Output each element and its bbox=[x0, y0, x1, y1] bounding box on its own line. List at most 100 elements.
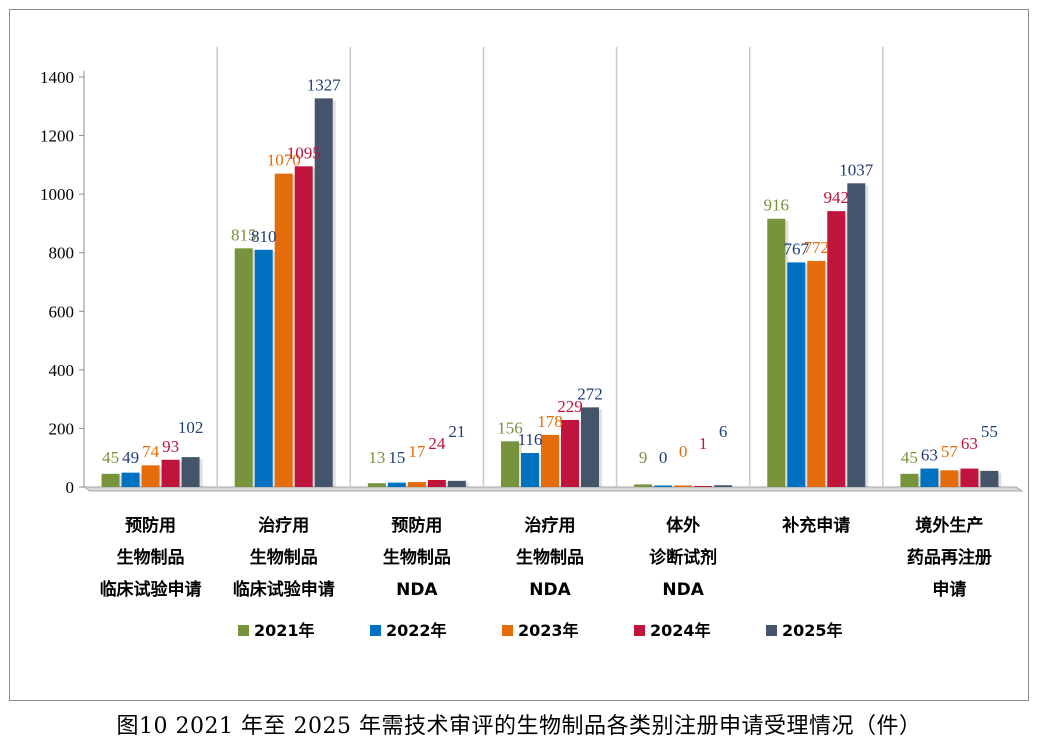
category-label: 补充申请 bbox=[781, 515, 850, 536]
bar-side-shade bbox=[918, 475, 922, 487]
y-tick-label: 200 bbox=[49, 419, 75, 438]
bar-side-shade bbox=[579, 421, 582, 487]
data-label: 116 bbox=[518, 430, 543, 449]
data-label: 93 bbox=[162, 437, 179, 456]
category-label: 预防用 bbox=[125, 515, 176, 536]
bar-side-shade bbox=[159, 467, 163, 487]
category-label: 体外 bbox=[666, 515, 700, 536]
category-label: 生物制品 bbox=[516, 547, 584, 568]
bar-2025年 bbox=[847, 183, 866, 488]
bar-2022年 bbox=[787, 262, 806, 487]
bar-2023年 bbox=[407, 482, 426, 487]
legend-swatch bbox=[370, 625, 381, 636]
bar-2025年 bbox=[714, 485, 733, 487]
chart-frame: 0 200 400 600 800 1000 1200 1400 45 49 74 93 102 815 8… bbox=[9, 9, 1029, 701]
data-label: 63 bbox=[921, 446, 938, 465]
legend-entry: 2022年 bbox=[386, 621, 447, 640]
data-label: 45 bbox=[901, 448, 918, 467]
bar-side-shade bbox=[805, 264, 809, 487]
category-label: NDA bbox=[396, 580, 438, 600]
bar-side-shade bbox=[652, 486, 656, 487]
category-label: 生物制品 bbox=[250, 547, 318, 568]
bar-side-shade bbox=[599, 409, 602, 487]
bar-2021年 bbox=[767, 218, 786, 487]
category-label: NDA bbox=[529, 580, 571, 600]
data-label: 1095 bbox=[287, 143, 321, 162]
legend-swatch bbox=[238, 625, 249, 636]
bar-2025年 bbox=[980, 470, 999, 487]
bar-2022年 bbox=[387, 482, 406, 487]
data-label: 17 bbox=[408, 442, 426, 461]
bar-side-shade bbox=[445, 481, 449, 487]
bar-2023年 bbox=[274, 173, 293, 487]
bar-2023年 bbox=[541, 434, 559, 487]
bar-side-shade bbox=[539, 455, 542, 487]
bar-2024年 bbox=[960, 468, 979, 487]
data-label: 1037 bbox=[839, 160, 874, 179]
data-label: 0 bbox=[659, 448, 668, 467]
bar-2022年 bbox=[920, 468, 939, 487]
category-label: 生物制品 bbox=[383, 547, 451, 568]
bar-side-shade bbox=[139, 474, 143, 487]
legend-swatch bbox=[766, 625, 777, 636]
category-label: 境外生产 bbox=[915, 515, 983, 536]
data-label: 49 bbox=[122, 448, 139, 467]
bar-2021年 bbox=[101, 473, 120, 487]
y-tick-label: 0 bbox=[66, 478, 75, 497]
data-label: 772 bbox=[804, 238, 830, 257]
bar-side-shade bbox=[865, 185, 869, 488]
bar-2025年 bbox=[447, 480, 466, 487]
bar-2024年 bbox=[427, 479, 446, 487]
bar-2023年 bbox=[940, 470, 959, 487]
category-label: 临床试验申请 bbox=[100, 579, 202, 600]
category-label: 治疗用 bbox=[525, 515, 576, 536]
category-label: 预防用 bbox=[391, 515, 442, 536]
bar-2022年 bbox=[654, 485, 673, 487]
bar-2023年 bbox=[141, 465, 160, 487]
data-label: 156 bbox=[497, 418, 523, 437]
legend-entry: 2021年 bbox=[254, 621, 315, 640]
y-tick-label: 1400 bbox=[40, 68, 74, 87]
legend-swatch bbox=[634, 625, 645, 636]
bar-2021年 bbox=[367, 483, 386, 487]
bar-side-shade bbox=[559, 436, 562, 487]
figure-caption: 图10 2021 年至 2025 年需技术审评的生物制品各类别注册申请受理情况（… bbox=[116, 714, 922, 739]
category-label: 申请 bbox=[932, 579, 966, 600]
category-label: 药品再注册 bbox=[907, 547, 992, 568]
data-label: 942 bbox=[824, 188, 850, 207]
data-label: 810 bbox=[251, 227, 277, 246]
data-label: 9 bbox=[639, 448, 648, 467]
bar-side-shade bbox=[425, 484, 429, 487]
data-label: 74 bbox=[142, 442, 160, 461]
y-tick-label: 800 bbox=[49, 244, 75, 263]
bar-side-shade bbox=[785, 220, 789, 487]
bar-2025年 bbox=[181, 457, 200, 487]
bar-side-shade bbox=[199, 459, 203, 487]
bar-side-shade bbox=[332, 100, 336, 487]
category-label: 诊断试剂 bbox=[649, 547, 717, 568]
bar-2024年 bbox=[694, 486, 713, 487]
legend-entry: 2024年 bbox=[650, 621, 711, 640]
data-label: 13 bbox=[368, 448, 385, 467]
bar-2024年 bbox=[561, 419, 579, 487]
bar-side-shade bbox=[978, 470, 982, 487]
bar-side-shade bbox=[179, 461, 183, 487]
bar-2024年 bbox=[161, 459, 180, 487]
data-label: 57 bbox=[941, 442, 959, 461]
bar-2023年 bbox=[807, 260, 826, 487]
bar-2025年 bbox=[314, 98, 333, 487]
bar-side-shade bbox=[312, 168, 316, 488]
bar-2025年 bbox=[581, 407, 599, 487]
bar-2024年 bbox=[294, 166, 313, 488]
bar-side-shade bbox=[252, 250, 256, 487]
bar-2024年 bbox=[827, 211, 846, 487]
bar-side-shade bbox=[385, 485, 389, 487]
data-label: 229 bbox=[557, 397, 583, 416]
bar-2021年 bbox=[501, 441, 519, 487]
y-tick-label: 1200 bbox=[40, 127, 74, 146]
data-label: 24 bbox=[428, 434, 446, 453]
bar-2021年 bbox=[234, 248, 253, 487]
y-tick-label: 1000 bbox=[40, 185, 74, 204]
legend-swatch bbox=[502, 625, 513, 636]
